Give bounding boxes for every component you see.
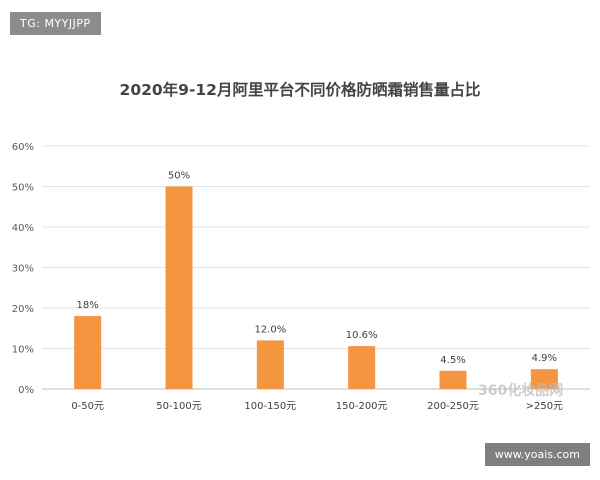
logo-text: 360化妆品网 [478,383,564,399]
tag-badge: TG: MYYJJPP [10,12,101,35]
data-label: 12.0% [254,324,286,335]
x-tick-label: >250元 [526,401,563,412]
x-axis: 0-50元 50-100元 100-150元 150-200元 200-250元 >250… [71,401,563,412]
data-labels: 18% 50% 12.0% 10.6% 4.5% 4.9% [77,171,557,366]
x-tick-label: 200-250元 [427,401,479,412]
x-tick-label: 50-100元 [156,401,201,412]
bar [439,370,467,389]
x-tick-label: 100-150元 [244,401,296,412]
y-tick-label: 20% [12,304,34,315]
y-tick-label: 30% [12,264,34,275]
x-tick-label: 0-50元 [71,401,104,412]
y-tick-label: 10% [12,345,34,356]
logo-watermark: 360化妆品网 [478,380,563,400]
data-label: 4.9% [532,353,557,364]
y-axis: 0% 10% 20% 30% 40% 50% 60% [12,142,34,396]
y-tick-label: 0% [18,385,34,396]
data-label: 4.5% [440,355,465,366]
x-tick-label: 150-200元 [336,401,388,412]
data-label: 18% [77,300,99,311]
y-tick-label: 60% [12,142,34,153]
bar [530,369,558,389]
y-tick-label: 50% [12,183,34,194]
site-watermark: www.yoais.com [484,443,590,466]
bars [74,186,558,389]
grid-lines [42,145,590,390]
data-label: 10.6% [346,330,378,341]
chart-title: 2020年9-12月阿里平台不同价格防晒霜销售量占比 [119,81,481,99]
bar [165,186,193,389]
bar [348,346,376,389]
y-tick-label: 40% [12,223,34,234]
data-label: 50% [168,171,190,182]
bar [74,316,102,389]
bar [256,340,284,389]
